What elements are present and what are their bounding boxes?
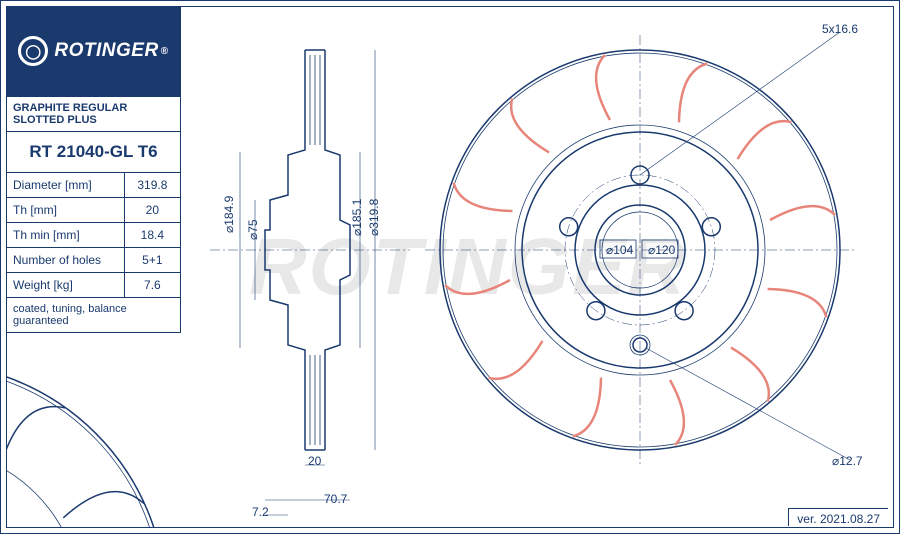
- part-number: RT 21040-GL T6: [7, 132, 181, 173]
- spec-value: 5+1: [124, 248, 180, 273]
- spec-label: Number of holes: [7, 248, 125, 273]
- spec-label: Th min [mm]: [7, 223, 125, 248]
- logo-text: ROTINGER: [54, 40, 158, 62]
- spec-label: Weight [kg]: [7, 273, 125, 298]
- spec-value: 18.4: [124, 223, 180, 248]
- spec-label: Th [mm]: [7, 198, 125, 223]
- spec-value: 319.8: [124, 173, 180, 198]
- logo-ring-icon: ◯: [18, 36, 48, 66]
- spec-value: 7.6: [124, 273, 180, 298]
- spec-note: coated, tuning, balance guaranteed: [7, 298, 181, 333]
- spec-table: GRAPHITE REGULAR SLOTTED PLUS RT 21040-G…: [6, 96, 181, 333]
- front-view-drawing: [420, 20, 880, 500]
- spec-value: 20: [124, 198, 180, 223]
- side-view-drawing: [210, 20, 410, 520]
- spec-label: Diameter [mm]: [7, 173, 125, 198]
- brand-logo: ◯ ROTINGER®: [6, 6, 181, 96]
- product-line: GRAPHITE REGULAR SLOTTED PLUS: [7, 97, 181, 132]
- corner-decoration: [6, 353, 181, 528]
- version-label: ver. 2021.08.27: [788, 508, 888, 526]
